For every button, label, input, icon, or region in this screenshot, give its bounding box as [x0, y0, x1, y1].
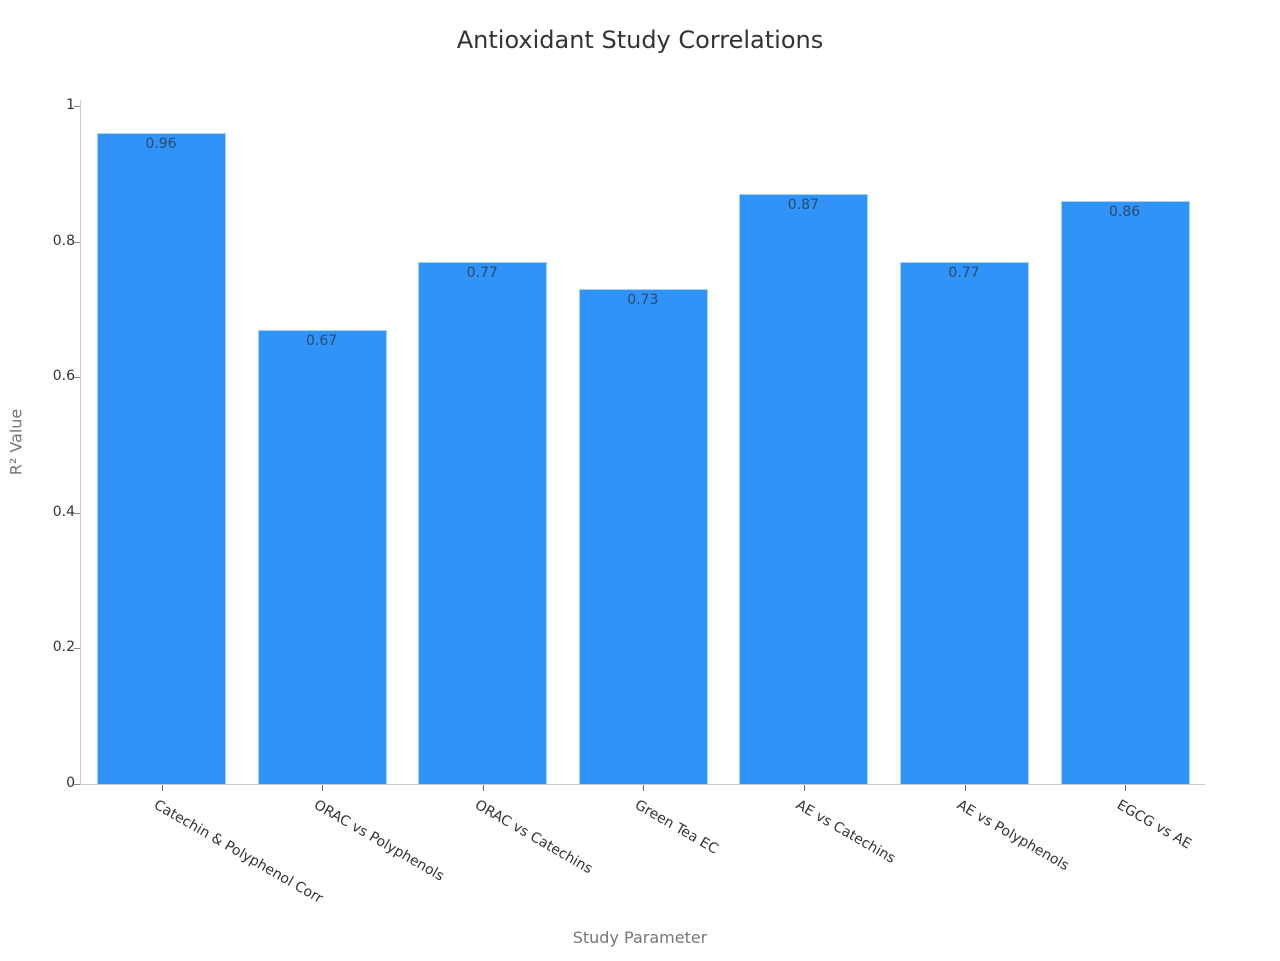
- x-tick-label: Green Tea EC: [632, 797, 722, 858]
- bar: [97, 133, 226, 784]
- bar: [418, 261, 548, 784]
- bar-value-label: 0.87: [787, 197, 819, 214]
- x-tick-label: AE vs Catechins: [792, 797, 898, 867]
- x-tick: [162, 785, 163, 791]
- x-tick-label: EGCG vs AE: [1114, 797, 1195, 853]
- y-tick: [74, 784, 80, 785]
- bar-value-label: 0.96: [145, 136, 177, 153]
- bar-value-label: 0.86: [1109, 203, 1141, 220]
- bar-value-label: 0.77: [948, 264, 980, 281]
- x-tick-label: AE vs Polyphenols: [953, 797, 1072, 875]
- x-axis-line: [80, 784, 1205, 785]
- y-tick-label: 0.6: [52, 368, 75, 384]
- y-tick: [74, 513, 80, 514]
- chart-title: Antioxidant Study Correlations: [456, 26, 824, 54]
- y-axis-line: [80, 100, 81, 785]
- x-tick-label: ORAC vs Catechins: [471, 797, 595, 878]
- bar: [1060, 200, 1190, 784]
- y-tick: [74, 648, 80, 649]
- bar-value-label: 0.67: [306, 332, 338, 349]
- y-tick-label: 0.2: [52, 639, 75, 655]
- x-tick: [1125, 785, 1126, 791]
- x-tick: [804, 785, 805, 791]
- x-tick: [643, 785, 644, 791]
- y-tick: [74, 242, 80, 243]
- y-tick: [74, 106, 80, 107]
- y-axis-title: R² Value: [6, 408, 26, 476]
- x-tick: [965, 785, 966, 791]
- y-tick-label: 0.8: [52, 233, 75, 249]
- y-tick-label: 0: [66, 775, 75, 791]
- bar: [257, 329, 387, 784]
- x-tick-label: ORAC vs Polyphenols: [311, 797, 447, 885]
- x-axis-title: Study Parameter: [572, 928, 708, 947]
- x-tick: [483, 785, 484, 791]
- y-tick-label: 0.4: [52, 504, 75, 520]
- y-tick-label: 1: [66, 97, 75, 113]
- y-tick: [74, 377, 80, 378]
- bar-value-label: 0.73: [627, 292, 659, 309]
- bar-value-label: 0.77: [466, 264, 498, 281]
- bar: [739, 194, 869, 784]
- bar: [578, 289, 708, 784]
- x-tick-label: Catechin & Polyphenol Corr: [150, 797, 325, 907]
- bar: [900, 261, 1029, 784]
- x-tick: [322, 785, 323, 791]
